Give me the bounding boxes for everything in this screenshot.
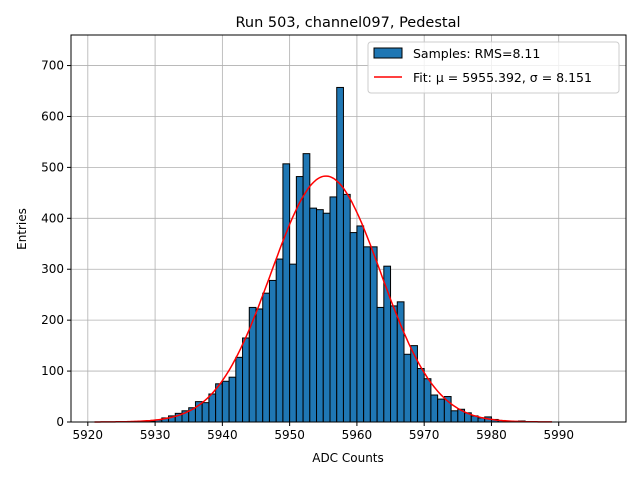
histogram-bar	[403, 353, 412, 423]
histogram-bar	[416, 368, 425, 423]
x-tick-label: 5970	[409, 428, 440, 442]
x-tick-label: 5960	[342, 428, 373, 442]
x-tick-label: 5990	[543, 428, 574, 442]
plot-frame	[70, 34, 627, 423]
histogram-bar	[235, 356, 244, 423]
histogram-bar	[322, 212, 331, 423]
x-tick-label: 5930	[140, 428, 171, 442]
histogram-bar	[242, 337, 250, 423]
histogram-bar	[342, 193, 351, 423]
histogram-bar	[369, 246, 378, 423]
x-tick-label: 5920	[73, 428, 104, 442]
histogram-bar	[430, 394, 439, 423]
histogram-bar	[437, 398, 445, 423]
legend: Samples: RMS=8.11 Fit: μ = 5955.392, σ =…	[367, 41, 620, 94]
x-tick-label: 5950	[274, 428, 305, 442]
y-tick-label: 100	[41, 364, 64, 378]
legend-fit-label: Fit: μ = 5955.392, σ = 8.151	[413, 70, 592, 85]
y-tick-label: 400	[41, 211, 64, 225]
histogram-bar	[255, 308, 264, 423]
legend-histogram-swatch	[373, 47, 403, 59]
histogram-bar	[275, 258, 284, 423]
histogram-bar	[423, 378, 432, 423]
x-axis-ticks: 5920 5930 5940 5950 5960 5970 5980 5990	[73, 422, 574, 442]
chart-title: Run 503, channel097, Pedestal	[235, 15, 460, 31]
legend-histogram-label: Samples: RMS=8.11	[413, 46, 540, 61]
histogram-bar	[282, 163, 291, 423]
histogram-bar	[363, 246, 371, 423]
y-axis-label: Entries	[15, 208, 29, 250]
y-tick-label: 600	[41, 109, 64, 123]
x-tick-label: 5940	[207, 428, 238, 442]
histogram-bar	[410, 345, 418, 423]
histogram-bar	[248, 306, 257, 423]
y-tick-label: 500	[41, 160, 64, 174]
x-tick-label: 5980	[476, 428, 507, 442]
histogram-bar	[262, 292, 270, 423]
histogram-bar	[309, 207, 318, 423]
histogram-bar	[450, 410, 459, 423]
y-axis-ticks: 0 100 200 300 400 500 600 700	[41, 59, 71, 429]
histogram-bar	[295, 176, 304, 423]
histogram-bar	[356, 225, 365, 423]
histogram-bar	[215, 383, 223, 423]
histogram-bar	[390, 305, 398, 423]
fit-curve	[94, 175, 552, 423]
y-tick-label: 300	[41, 262, 64, 276]
x-axis-label: ADC Counts	[312, 451, 384, 465]
y-tick-label: 0	[56, 415, 64, 429]
histogram-bar	[316, 209, 324, 423]
histogram-bars	[147, 86, 526, 423]
histogram-bar	[201, 402, 210, 423]
histogram-bar	[268, 279, 277, 423]
histogram-bar	[208, 393, 217, 423]
histogram-bar	[289, 263, 297, 423]
histogram-bar	[228, 376, 237, 423]
histogram-bar	[336, 86, 344, 423]
y-tick-label: 700	[41, 59, 64, 73]
histogram-bar	[349, 232, 358, 423]
histogram-bar	[221, 380, 230, 423]
histogram-bar	[329, 196, 338, 423]
histogram-bar	[376, 306, 385, 423]
y-tick-label: 200	[41, 313, 64, 327]
